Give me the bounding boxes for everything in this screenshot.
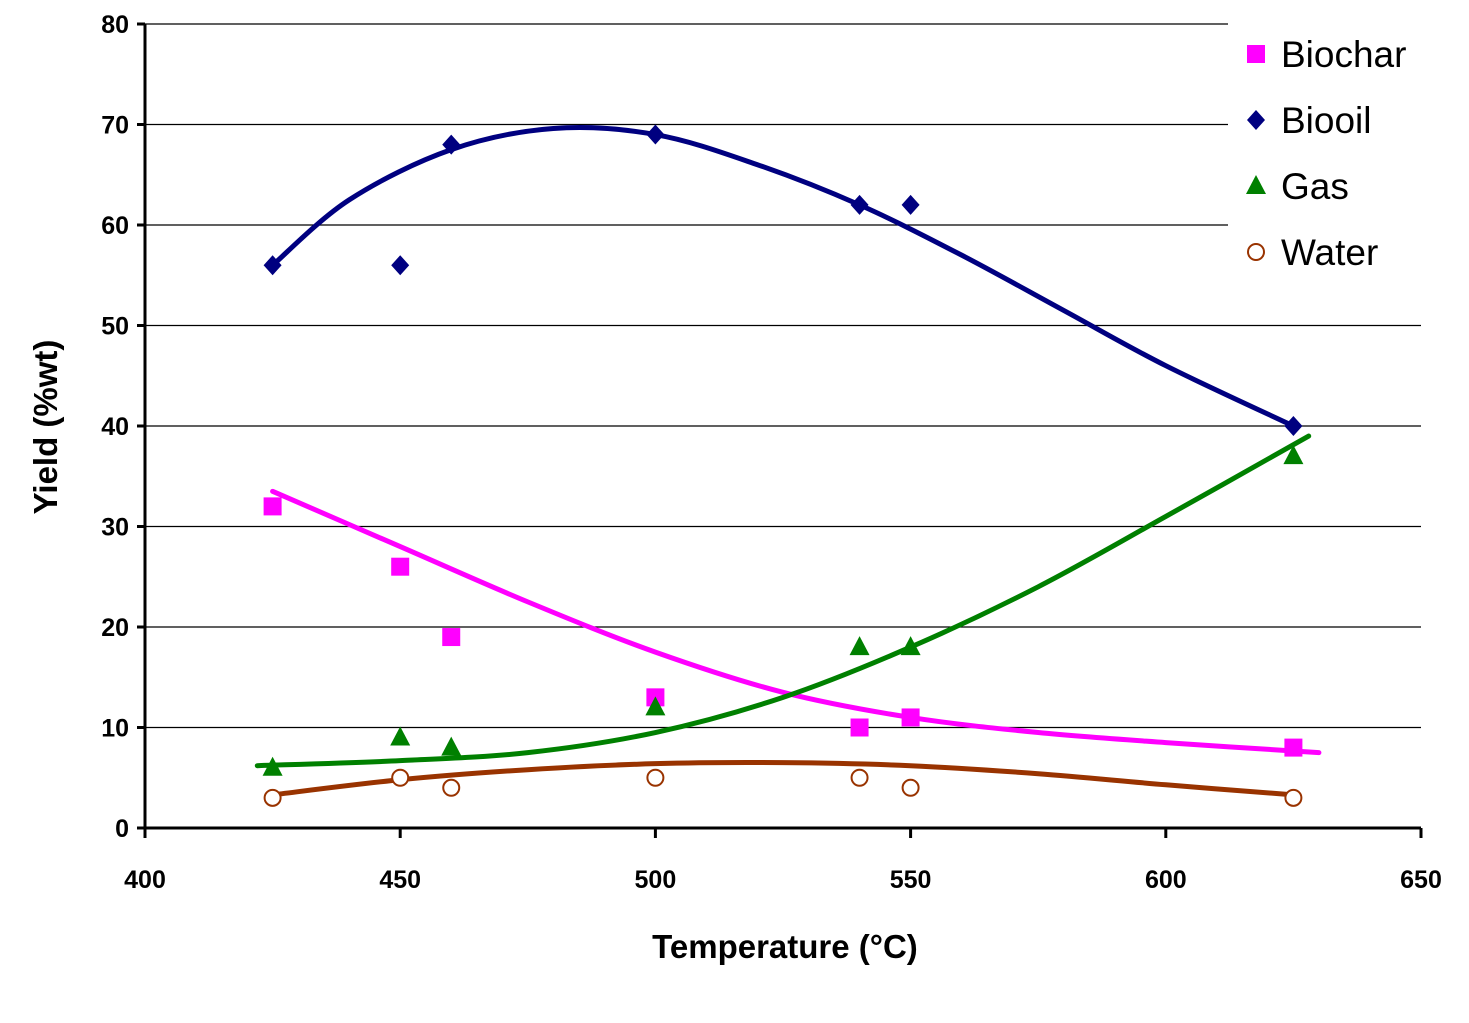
x-ticks: 400 450 500 550 600 650 xyxy=(124,828,1442,894)
y-tick-label: 60 xyxy=(101,212,129,240)
water-point xyxy=(263,788,282,807)
biooil-point xyxy=(391,255,410,276)
biochar-point xyxy=(263,497,282,516)
gas-point xyxy=(1283,445,1304,465)
water-trend-line xyxy=(270,760,1296,798)
water-point xyxy=(850,768,869,787)
gas-point xyxy=(390,726,411,746)
legend-gas-label: Gas xyxy=(1281,166,1349,207)
water-point xyxy=(391,768,410,787)
x-tick-label: 400 xyxy=(124,866,166,894)
water-point xyxy=(646,768,665,787)
y-axis-title: Yield (%wt) xyxy=(27,340,64,515)
biooil-point xyxy=(1284,416,1303,436)
biooil-point xyxy=(646,124,665,145)
x-tick-label: 500 xyxy=(635,866,677,894)
gas-point xyxy=(849,636,870,656)
water-point xyxy=(442,778,461,797)
legend-gas-marker xyxy=(1246,175,1266,194)
biochar-point xyxy=(442,628,461,647)
water-point xyxy=(901,778,920,797)
gas-point xyxy=(645,696,666,716)
y-tick-label: 20 xyxy=(101,614,129,642)
legend-biooil-marker xyxy=(1247,110,1265,130)
legend-water-label: Water xyxy=(1281,232,1378,273)
biooil-point xyxy=(850,194,869,215)
trend-lines xyxy=(254,125,1322,798)
water-point xyxy=(1284,788,1303,807)
biooil-point xyxy=(442,134,461,155)
legend-water-marker xyxy=(1247,243,1265,261)
biooil-point xyxy=(263,255,282,276)
y-tick-label: 80 xyxy=(101,11,129,39)
gas-point xyxy=(262,756,283,776)
biochar-point xyxy=(391,557,410,576)
legend-biochar-label: Biochar xyxy=(1281,34,1406,75)
biooil-point xyxy=(901,194,920,215)
y-tick-label: 40 xyxy=(101,413,129,441)
legend-biochar-marker xyxy=(1247,45,1265,63)
biochar-trend-line xyxy=(270,488,1322,756)
biooil-trend-line xyxy=(270,125,1296,429)
gas-point xyxy=(441,736,462,756)
gas-point xyxy=(900,636,921,656)
y-tick-label: 70 xyxy=(101,112,129,140)
y-tick-label: 10 xyxy=(101,715,129,743)
x-axis-title: Temperature (°C) xyxy=(652,928,918,965)
y-tick-label: 30 xyxy=(101,514,129,542)
data-points xyxy=(262,124,1304,807)
biochar-point xyxy=(1284,738,1303,757)
x-tick-label: 650 xyxy=(1400,866,1442,894)
legend-biooil-label: Biooil xyxy=(1281,100,1372,141)
biochar-point xyxy=(901,708,920,727)
y-tick-label: 50 xyxy=(101,313,129,341)
legend-background xyxy=(1228,20,1458,285)
x-tick-label: 600 xyxy=(1145,866,1187,894)
gas-trend-line xyxy=(254,433,1312,769)
legend: Biochar Biooil Gas Water xyxy=(1228,20,1458,285)
biochar-point xyxy=(850,718,869,737)
y-ticks: 0 10 20 30 40 50 60 70 80 xyxy=(101,11,145,843)
x-tick-label: 550 xyxy=(890,866,932,894)
y-tick-label: 0 xyxy=(115,815,129,843)
x-tick-label: 450 xyxy=(379,866,421,894)
